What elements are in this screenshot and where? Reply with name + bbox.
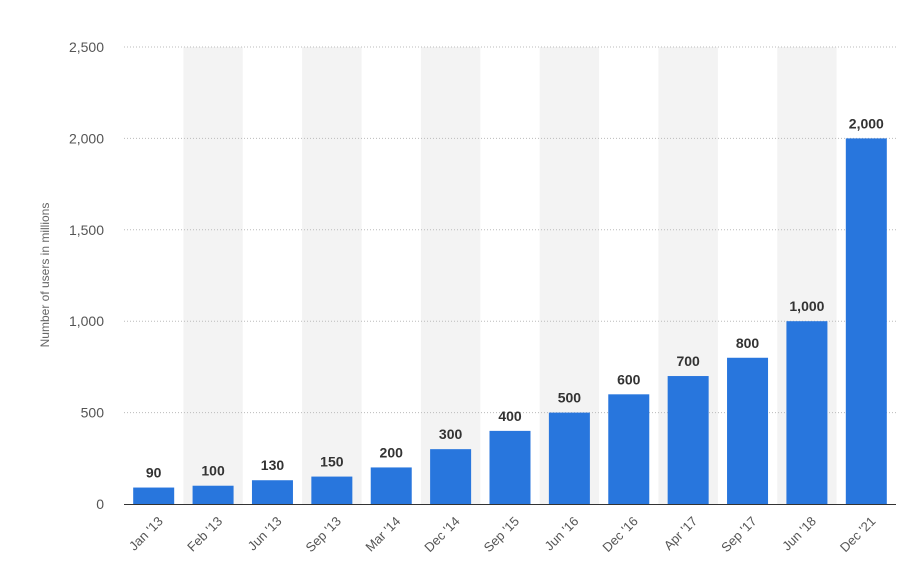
x-tick-label: Apr '17 <box>661 514 700 553</box>
background-band <box>302 47 362 504</box>
x-tick-label: Dec '14 <box>421 514 462 555</box>
x-tick-label: Jun '16 <box>542 514 582 554</box>
data-label: 100 <box>201 463 225 479</box>
data-label: 300 <box>439 426 463 442</box>
bars <box>133 138 887 504</box>
data-label: 1,000 <box>789 298 824 314</box>
y-tick-label: 2,000 <box>69 130 104 146</box>
bar[interactable] <box>192 485 234 504</box>
bar[interactable] <box>133 487 175 504</box>
x-tick-label: Dec '21 <box>837 514 878 555</box>
x-tick-label: Sep '15 <box>481 514 522 555</box>
y-tick-label: 1,000 <box>69 313 104 329</box>
background-band <box>183 47 243 504</box>
x-axis-ticks: Jan '13 Feb '13 Jun '13 Sep '13 Mar '14 Dec '… <box>126 514 879 555</box>
x-tick-label: Feb '13 <box>184 514 225 555</box>
data-label: 200 <box>380 444 404 460</box>
bar[interactable] <box>548 412 590 504</box>
data-label: 800 <box>736 335 760 351</box>
bar[interactable] <box>608 394 650 504</box>
x-tick-label: Jun '13 <box>245 514 285 554</box>
bar[interactable] <box>251 480 293 504</box>
x-tick-label: Jun '18 <box>779 514 819 554</box>
y-tick-label: 2,500 <box>69 39 104 55</box>
bar[interactable] <box>667 376 709 504</box>
x-tick-label: Sep '17 <box>718 514 759 555</box>
data-label: 600 <box>617 371 641 387</box>
y-axis-ticks: 0 500 1,000 1,500 2,000 2,500 <box>69 39 104 512</box>
y-tick-label: 1,500 <box>69 222 104 238</box>
data-label: 150 <box>320 454 344 470</box>
x-tick-label: Sep '13 <box>302 514 343 555</box>
y-tick-label: 0 <box>96 496 104 512</box>
bar[interactable] <box>786 321 828 504</box>
x-tick-label: Dec '16 <box>599 514 640 555</box>
bar[interactable] <box>489 430 531 504</box>
bar[interactable] <box>845 138 887 504</box>
data-labels: 90 100 130 150 200 300 400 500 600 700 800 1,000 2,0… <box>146 115 884 480</box>
data-label: 90 <box>146 465 162 481</box>
background-band <box>420 47 481 504</box>
y-tick-label: 500 <box>81 405 105 421</box>
data-label: 400 <box>498 408 522 424</box>
data-label: 700 <box>676 353 700 369</box>
bar[interactable] <box>430 449 472 504</box>
data-label: 130 <box>261 457 285 473</box>
y-axis-label: Number of users in millions <box>38 203 52 348</box>
bar[interactable] <box>727 357 769 504</box>
x-tick-label: Mar '14 <box>362 514 403 555</box>
data-label: 500 <box>558 390 582 406</box>
x-tick-label: Jan '13 <box>126 514 166 554</box>
data-label: 2,000 <box>849 115 884 131</box>
bar[interactable] <box>370 467 412 504</box>
bar[interactable] <box>311 476 353 504</box>
